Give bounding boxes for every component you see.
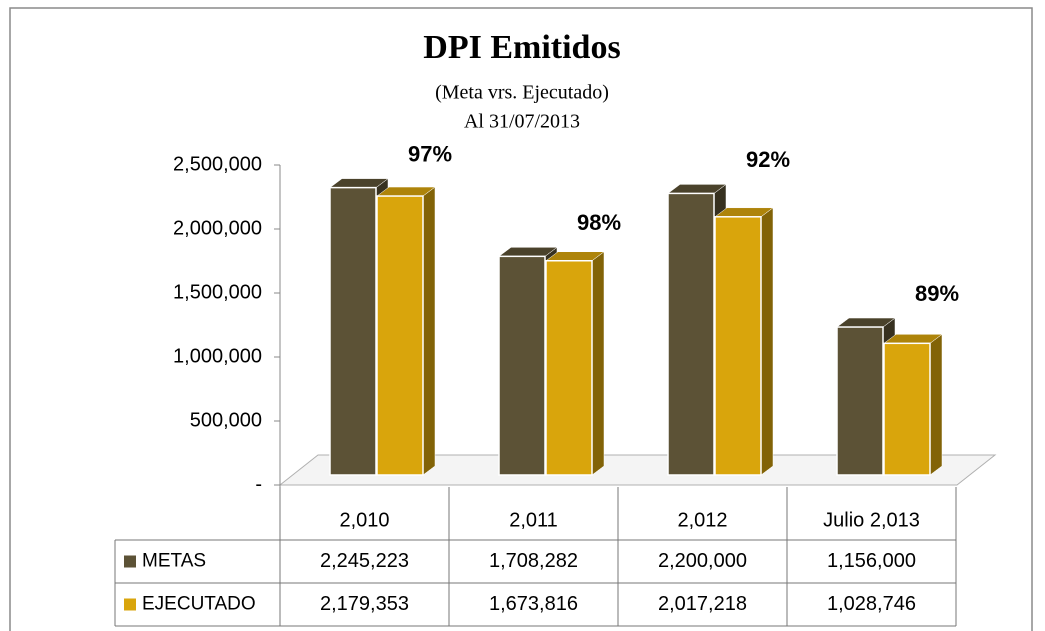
- table-value: 2,017,218: [658, 593, 747, 615]
- x-tick-label: Julio 2,013: [823, 509, 920, 531]
- bar: [714, 216, 762, 476]
- legend-label: METAS: [142, 551, 206, 572]
- bar: [376, 195, 424, 476]
- chart-subtitle: Al 31/07/2013: [464, 111, 580, 133]
- y-tick-label: 500,000: [190, 409, 262, 431]
- table-value: 2,245,223: [320, 550, 409, 572]
- y-tick-label: 1,500,000: [173, 281, 262, 303]
- bar-side: [591, 251, 605, 476]
- y-tick-label: 1,000,000: [173, 345, 262, 367]
- bar-side: [422, 186, 436, 476]
- y-tick-label: -: [255, 473, 262, 495]
- annotation: 92%: [746, 147, 790, 172]
- bar: [883, 342, 931, 476]
- table-value: 1,673,816: [489, 593, 578, 615]
- table-value: 1,028,746: [827, 593, 916, 615]
- bar: [545, 260, 593, 476]
- y-tick-label: 2,500,000: [173, 153, 262, 175]
- chart-subtitle: (Meta vrs. Ejecutado): [435, 82, 609, 104]
- annotation: 98%: [577, 210, 621, 235]
- legend-swatch: [124, 555, 136, 568]
- annotation: 97%: [408, 141, 452, 166]
- x-tick-label: 2,012: [677, 509, 727, 531]
- x-tick-label: 2,011: [509, 509, 558, 531]
- bar: [329, 186, 377, 476]
- x-tick-label: 2,010: [339, 509, 389, 531]
- chart-title: DPI Emitidos: [423, 29, 620, 66]
- bar: [498, 255, 546, 476]
- bar-side: [760, 207, 774, 476]
- table-value: 1,708,282: [489, 550, 578, 572]
- y-tick-label: 2,000,000: [173, 217, 262, 239]
- table-value: 1,156,000: [827, 550, 916, 572]
- bar: [836, 326, 884, 476]
- legend-label: EJECUTADO: [142, 594, 256, 615]
- table-value: 2,179,353: [320, 593, 409, 615]
- bar: [667, 192, 715, 476]
- floor: [278, 454, 997, 486]
- legend-swatch: [124, 598, 136, 611]
- table-value: 2,200,000: [658, 550, 747, 572]
- bar-side: [929, 333, 943, 476]
- annotation: 89%: [915, 281, 959, 306]
